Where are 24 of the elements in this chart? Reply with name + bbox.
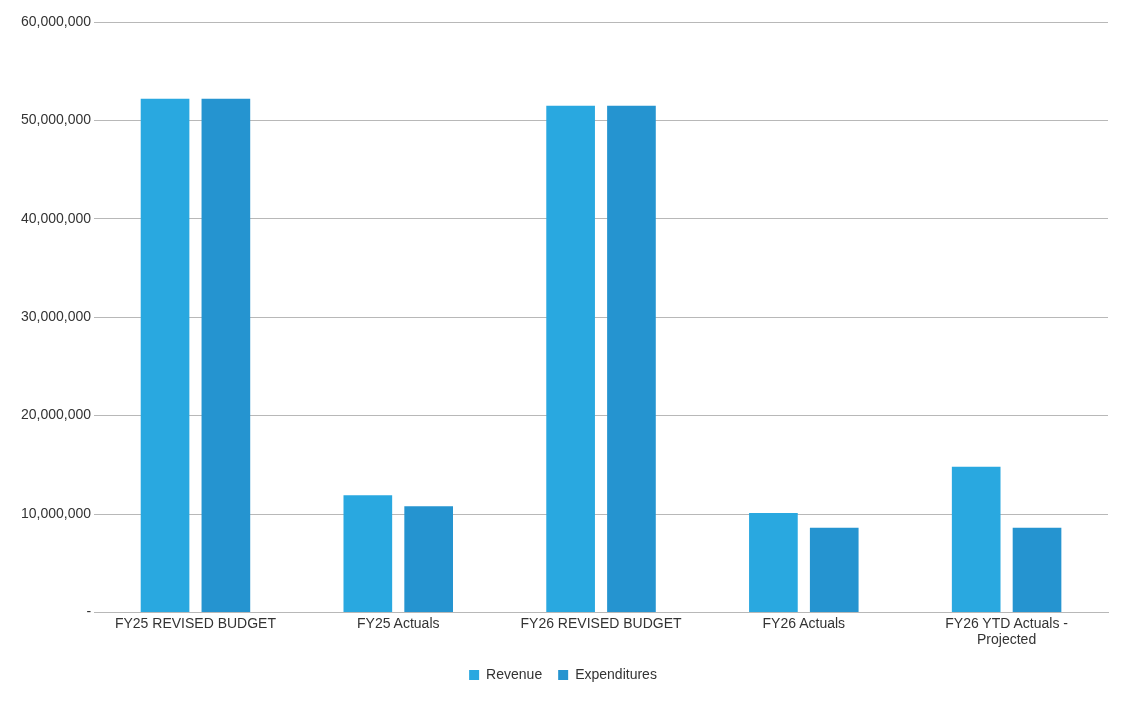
y-tick-label: 20,000,000	[20, 406, 92, 423]
legend-label: Revenue	[486, 665, 543, 682]
legend-label: Expenditures	[575, 665, 657, 682]
bar	[607, 105, 656, 612]
bar	[546, 105, 595, 612]
x-tick-label: FY26 REVISED BUDGET	[520, 614, 682, 631]
y-tick-label: 10,000,000	[20, 504, 92, 521]
x-tick-label: FY25 REVISED BUDGET	[114, 614, 277, 631]
x-tick-label: FY25 Actuals	[357, 614, 440, 631]
bar	[951, 466, 1001, 612]
bar	[343, 495, 393, 612]
y-tick-label: 30,000,000	[20, 308, 92, 325]
x-tick-label: FY26 Actuals	[762, 614, 846, 631]
y-tick-label: 60,000,000	[20, 12, 92, 29]
x-tick-label: FY26 YTD Actuals - Projected	[945, 614, 1069, 648]
y-tick-label: 50,000,000	[20, 111, 92, 128]
bar	[140, 98, 190, 612]
bar	[749, 513, 798, 612]
y-tick-label: -	[86, 603, 92, 620]
bar	[1012, 527, 1062, 612]
bar	[809, 527, 859, 612]
bar	[404, 506, 453, 612]
bar	[201, 98, 251, 612]
y-tick-label: 40,000,000	[20, 209, 92, 226]
